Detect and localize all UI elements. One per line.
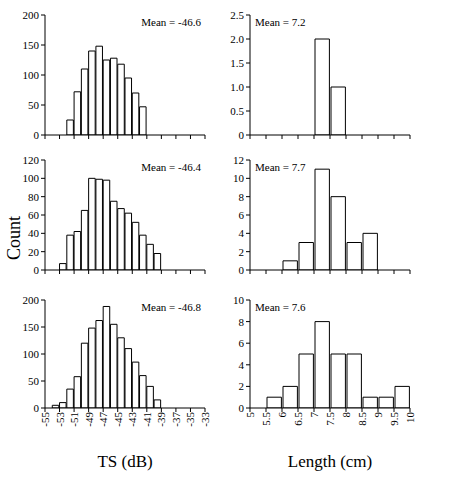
svg-text:120: 120	[23, 154, 40, 166]
html-text:Mean = -46.6: Mean = -46.6	[141, 16, 201, 28]
html-text:Length (cm): Length (cm)	[287, 452, 373, 471]
svg-text:-43: -43	[126, 412, 138, 427]
svg-text:200: 200	[23, 9, 40, 21]
svg-text:0.5: 0.5	[230, 105, 244, 117]
svg-text:10: 10	[233, 172, 245, 184]
html-text:Mean = 7.7: Mean = 7.7	[255, 161, 306, 173]
svg-text:9: 9	[372, 412, 384, 418]
svg-text:4: 4	[239, 359, 245, 371]
svg-text:4: 4	[239, 227, 245, 239]
svg-text:-37: -37	[170, 412, 182, 427]
svg-text:-55: -55	[39, 412, 51, 427]
svg-text:1.5: 1.5	[230, 57, 244, 69]
svg-text:6: 6	[239, 209, 245, 221]
svg-text:0: 0	[34, 129, 40, 141]
html-text:Count: Count	[3, 216, 24, 260]
svg-text:10: 10	[233, 294, 245, 306]
svg-text:150: 150	[23, 321, 40, 333]
svg-text:6.5: 6.5	[292, 412, 304, 426]
svg-text:8: 8	[239, 191, 245, 203]
svg-text:100: 100	[23, 69, 40, 81]
svg-text:5.5: 5.5	[260, 412, 272, 426]
svg-text:150: 150	[23, 39, 40, 51]
svg-text:100: 100	[23, 348, 40, 360]
svg-text:12: 12	[233, 154, 244, 166]
svg-text:8: 8	[239, 316, 245, 328]
svg-text:8: 8	[340, 412, 352, 418]
html-text:TS (dB): TS (dB)	[97, 452, 153, 471]
svg-text:-51: -51	[68, 412, 80, 427]
svg-text:-41: -41	[141, 412, 153, 427]
svg-text:-47: -47	[97, 412, 109, 427]
svg-text:-45: -45	[112, 412, 124, 427]
svg-text:7.5: 7.5	[324, 412, 336, 426]
svg-text:-35: -35	[184, 412, 196, 427]
svg-text:0: 0	[239, 129, 245, 141]
html-text:Mean = -46.4: Mean = -46.4	[141, 161, 201, 173]
svg-text:50: 50	[28, 99, 40, 111]
svg-text:9.5: 9.5	[388, 412, 400, 426]
svg-text:0: 0	[239, 264, 245, 276]
svg-text:6: 6	[239, 337, 245, 349]
svg-text:-49: -49	[83, 412, 95, 427]
svg-text:10: 10	[404, 412, 416, 424]
svg-text:200: 200	[23, 294, 40, 306]
svg-text:8.5: 8.5	[356, 412, 368, 426]
svg-text:5: 5	[244, 412, 256, 418]
svg-text:-39: -39	[155, 412, 167, 427]
svg-text:6: 6	[276, 412, 288, 418]
svg-text:20: 20	[28, 246, 40, 258]
svg-text:100: 100	[23, 172, 40, 184]
html-text:Mean = -46.8: Mean = -46.8	[141, 301, 201, 313]
svg-text:60: 60	[28, 209, 40, 221]
svg-text:-53: -53	[54, 412, 66, 427]
svg-text:0: 0	[239, 402, 245, 414]
html-text:Mean = 7.2: Mean = 7.2	[255, 16, 306, 28]
svg-text:80: 80	[28, 191, 40, 203]
svg-text:50: 50	[28, 375, 40, 387]
svg-text:7: 7	[308, 412, 320, 418]
svg-text:1.0: 1.0	[230, 81, 244, 93]
svg-text:0: 0	[34, 402, 40, 414]
svg-text:2: 2	[239, 380, 245, 392]
html-text:Mean = 7.6: Mean = 7.6	[255, 301, 306, 313]
svg-text:2.5: 2.5	[230, 9, 244, 21]
svg-text:40: 40	[28, 227, 40, 239]
svg-text:2: 2	[239, 246, 245, 258]
svg-text:-33: -33	[199, 412, 211, 427]
svg-text:0: 0	[34, 264, 40, 276]
svg-text:2.0: 2.0	[230, 33, 244, 45]
